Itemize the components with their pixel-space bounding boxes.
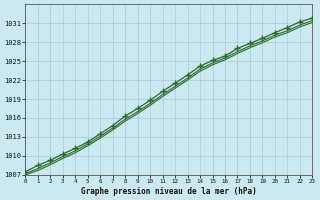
X-axis label: Graphe pression niveau de la mer (hPa): Graphe pression niveau de la mer (hPa) <box>81 187 257 196</box>
